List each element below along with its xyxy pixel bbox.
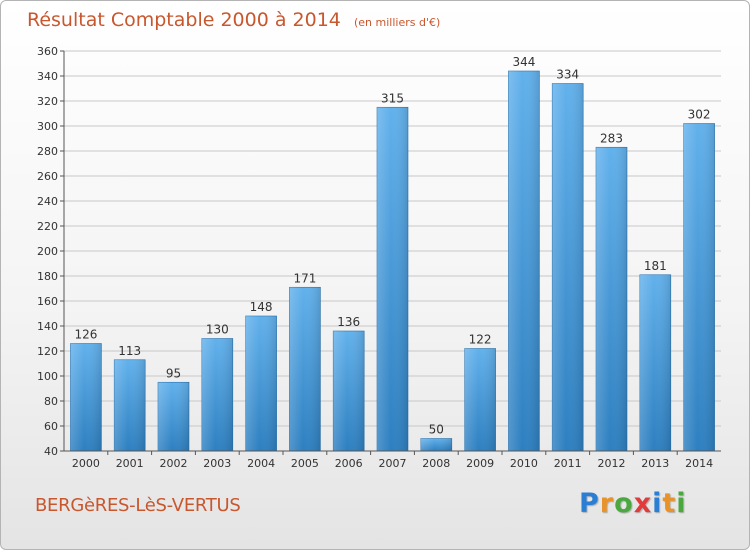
x-tick-label: 2004	[247, 457, 275, 470]
y-tick-label: 360	[37, 45, 58, 58]
logo-letter: P	[579, 488, 600, 519]
data-label: 181	[644, 259, 667, 273]
x-tick-label: 2014	[685, 457, 713, 470]
data-label: 130	[206, 323, 229, 337]
proxiti-logo: Proxiti	[579, 488, 687, 519]
data-label: 113	[118, 344, 141, 358]
data-label: 315	[381, 91, 404, 105]
y-tick-label: 220	[37, 220, 58, 233]
x-tick-label: 2003	[203, 457, 231, 470]
bar-shade	[683, 123, 715, 451]
x-tick-label: 2000	[72, 457, 100, 470]
data-labels: 126 113 95 130 148 171 136 315 50 122 344 334 283 181…	[74, 55, 710, 437]
y-axis-ticks: 40 60 80 100 120 140 160 180 200 220 240 260 280 300 3…	[37, 45, 64, 458]
x-tick-label: 2001	[116, 457, 144, 470]
y-tick-label: 240	[37, 195, 58, 208]
bar-shade	[377, 107, 408, 451]
x-tick-label: 2005	[291, 457, 319, 470]
data-label: 95	[166, 366, 181, 380]
y-tick-label: 100	[37, 370, 58, 383]
bar-shade	[158, 382, 189, 451]
logo-letter: o	[614, 488, 634, 519]
y-tick-label: 260	[37, 170, 58, 183]
bar-shade	[596, 147, 627, 451]
bar-shade	[289, 287, 321, 451]
x-tick-label: 2006	[335, 457, 363, 470]
y-tick-label: 200	[37, 245, 58, 258]
bar-shade	[552, 83, 584, 451]
bar-shade	[201, 338, 233, 451]
y-tick-label: 140	[37, 320, 58, 333]
bar-shade	[508, 71, 540, 451]
y-tick-label: 280	[37, 145, 58, 158]
x-tick-label: 2002	[160, 457, 188, 470]
chart-subtitle: (en milliers d'€)	[353, 16, 441, 29]
y-tick-label: 40	[44, 445, 58, 458]
bar-shade	[420, 438, 452, 451]
y-tick-label: 180	[37, 270, 58, 283]
axes	[63, 51, 721, 452]
x-tick-label: 2009	[466, 457, 494, 470]
data-label: 50	[429, 423, 444, 437]
data-label: 171	[293, 271, 316, 285]
bar-shade	[639, 274, 671, 451]
y-tick-label: 80	[44, 395, 58, 408]
bar-shade	[114, 359, 146, 451]
title-block: Résultat Comptable 2000 à 2014 (en milli…	[27, 9, 440, 31]
bars	[70, 70, 715, 452]
data-label: 344	[512, 55, 535, 69]
y-tick-label: 60	[44, 420, 58, 433]
data-label: 334	[556, 68, 579, 82]
bar-shade	[70, 343, 102, 451]
chart-title: Résultat Comptable 2000 à 2014	[27, 9, 341, 31]
commune-name: BERGèRES-LèS-VERTUS	[35, 495, 241, 516]
y-tick-label: 300	[37, 120, 58, 133]
x-tick-label: 2011	[554, 457, 582, 470]
logo-letter: t	[662, 488, 677, 519]
logo-letter: r	[599, 488, 615, 519]
x-tick-label: 2007	[379, 457, 407, 470]
x-tick-label: 2012	[598, 457, 626, 470]
bar-shade	[464, 348, 496, 451]
data-label: 302	[688, 108, 711, 122]
bar-shade	[333, 331, 365, 451]
bar-shade	[245, 316, 277, 451]
y-tick-label: 160	[37, 295, 58, 308]
data-label: 136	[337, 315, 360, 329]
x-tick-label: 2008	[422, 457, 450, 470]
y-tick-label: 340	[37, 70, 58, 83]
x-axis-ticks: 2000 2001 2002 2003 2004 2005 2006 2007 2008 2009…	[72, 451, 713, 470]
x-tick-label: 2010	[510, 457, 538, 470]
data-label: 283	[600, 131, 623, 145]
logo-letter: x	[633, 488, 653, 519]
data-label: 126	[74, 328, 97, 342]
logo-letter: i	[652, 488, 663, 519]
data-label: 148	[250, 300, 273, 314]
logo-letter: i	[676, 488, 687, 519]
y-tick-label: 120	[37, 345, 58, 358]
x-tick-label: 2013	[641, 457, 669, 470]
y-tick-label: 320	[37, 95, 58, 108]
data-label: 122	[469, 333, 492, 347]
